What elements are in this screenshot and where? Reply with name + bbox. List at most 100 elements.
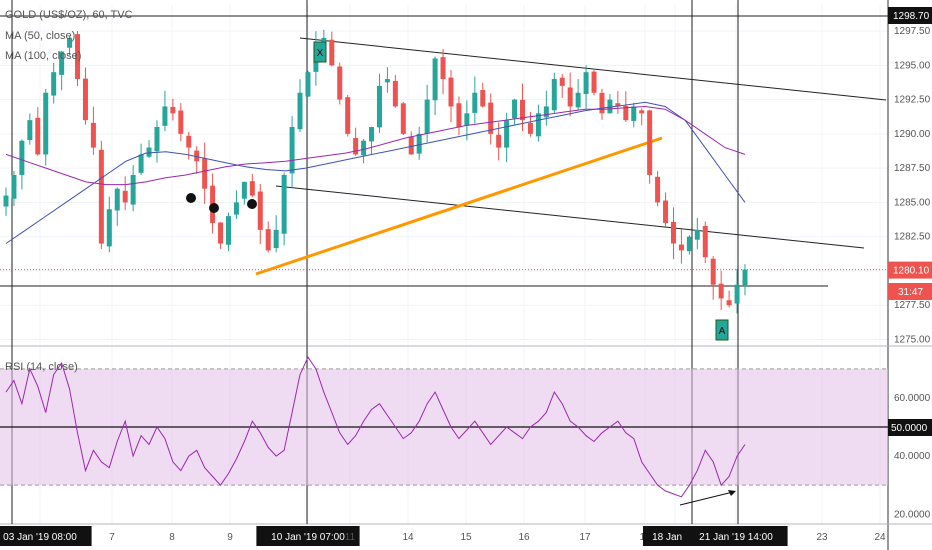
legend-rsi: RSI (14, close)	[5, 361, 78, 373]
candle-body	[591, 71, 597, 93]
candle-body	[19, 140, 25, 175]
candle-body	[186, 135, 192, 148]
time-tick-label: 23	[816, 532, 828, 543]
time-tick-label: 9	[227, 532, 233, 543]
rsi-tick-label: 40.0000	[894, 451, 931, 462]
candle-body	[329, 39, 335, 66]
candle-body	[504, 120, 510, 148]
candle-body	[464, 113, 470, 126]
ma100-line	[5, 101, 746, 244]
candle-body	[138, 154, 144, 173]
price-tick-label: 1295.00	[894, 60, 931, 71]
candle-body	[583, 72, 589, 95]
time-tick-label: 18 Jan '19	[652, 532, 698, 543]
price-tick-label: 1285.00	[894, 197, 931, 208]
candle-body	[607, 99, 613, 114]
current-price-label: 1280.10	[893, 266, 930, 277]
candle-body	[512, 99, 518, 119]
candle-body	[82, 78, 88, 121]
legend-ma100: MA (100, close)	[5, 50, 82, 62]
candle-body	[35, 117, 41, 155]
candle-body	[416, 133, 422, 154]
pattern-dot	[186, 193, 196, 203]
candle-body	[496, 134, 502, 148]
candle-body	[249, 181, 255, 196]
candle-body	[289, 127, 295, 174]
candle-body	[742, 269, 748, 287]
candle-body	[376, 85, 382, 128]
price-tick-label: 1282.50	[894, 232, 931, 243]
candle-body	[551, 79, 557, 111]
current-price-tag	[888, 261, 932, 279]
candle-body	[11, 175, 17, 199]
countdown-tag	[888, 283, 932, 300]
candle-body	[225, 216, 231, 245]
candle-body	[384, 79, 390, 83]
candle-body	[710, 258, 716, 285]
pattern-dot	[247, 199, 257, 209]
candle-body	[27, 120, 33, 140]
candle-body	[305, 72, 311, 97]
candle-body	[114, 188, 120, 211]
candle-body	[480, 90, 486, 107]
candle-body	[369, 127, 375, 142]
candle-body	[567, 87, 573, 107]
time-tick-tag	[256, 526, 360, 546]
candle-body	[59, 51, 65, 75]
marker-x-box	[313, 41, 327, 63]
channel-upper-line	[299, 37, 887, 101]
price-tick-label: 1287.50	[894, 163, 931, 174]
candle-body	[146, 147, 152, 157]
candle-body	[694, 229, 700, 240]
candle-body	[122, 190, 128, 203]
candle-body	[43, 92, 49, 155]
candle-body	[670, 221, 676, 244]
time-tick-label: 17	[579, 532, 591, 543]
candle-body	[520, 99, 526, 121]
ma50-line	[5, 105, 746, 186]
candle-body	[543, 106, 549, 118]
time-tick-label: 10 Jan '19 07:00	[271, 532, 345, 543]
candle-body	[361, 140, 367, 156]
candle-body	[400, 103, 406, 134]
resistance-price-label: 1298.70	[893, 11, 930, 22]
time-tick-label: 15	[460, 532, 472, 543]
divergence-arrowhead	[728, 490, 736, 496]
candle-body	[241, 181, 247, 199]
marker-a-label: A	[719, 326, 726, 337]
candle-body	[575, 92, 581, 108]
candle-body	[472, 92, 478, 113]
candle-body	[202, 158, 208, 189]
countdown-label: 31:47	[898, 287, 923, 298]
pattern-dot	[209, 203, 219, 213]
candle-body	[408, 136, 414, 155]
candle-body	[456, 103, 462, 128]
channel-lower-line	[275, 185, 865, 249]
rsi-tick-label: 20.0000	[894, 509, 931, 520]
candle-body	[98, 149, 104, 244]
legend-ma50: MA (50, close)	[5, 30, 76, 42]
candle-body	[345, 97, 351, 134]
time-tick-label: 14	[402, 532, 414, 543]
price-tick-label: 1297.50	[894, 26, 931, 37]
time-tick-label: 8	[169, 532, 175, 543]
candle-body	[623, 106, 629, 121]
candle-body	[440, 57, 446, 80]
candle-body	[488, 102, 494, 134]
candle-body	[273, 229, 279, 248]
time-tick-label: 16	[518, 532, 530, 543]
candle-body	[90, 122, 96, 148]
candle-body	[615, 103, 621, 107]
candle-body	[3, 195, 9, 207]
price-tick-label: 1277.50	[894, 300, 931, 311]
candle-body	[678, 244, 684, 251]
candle-body	[599, 92, 605, 114]
legend-symbol: GOLD (US$/OZ), 60, TVC	[5, 9, 133, 21]
candle-body	[106, 209, 112, 247]
time-tick-tag	[0, 526, 92, 546]
candle-body	[559, 77, 565, 86]
time-tick-label: 21 Jan '19 14:00	[699, 532, 773, 543]
marker-x-label: X	[317, 48, 324, 59]
